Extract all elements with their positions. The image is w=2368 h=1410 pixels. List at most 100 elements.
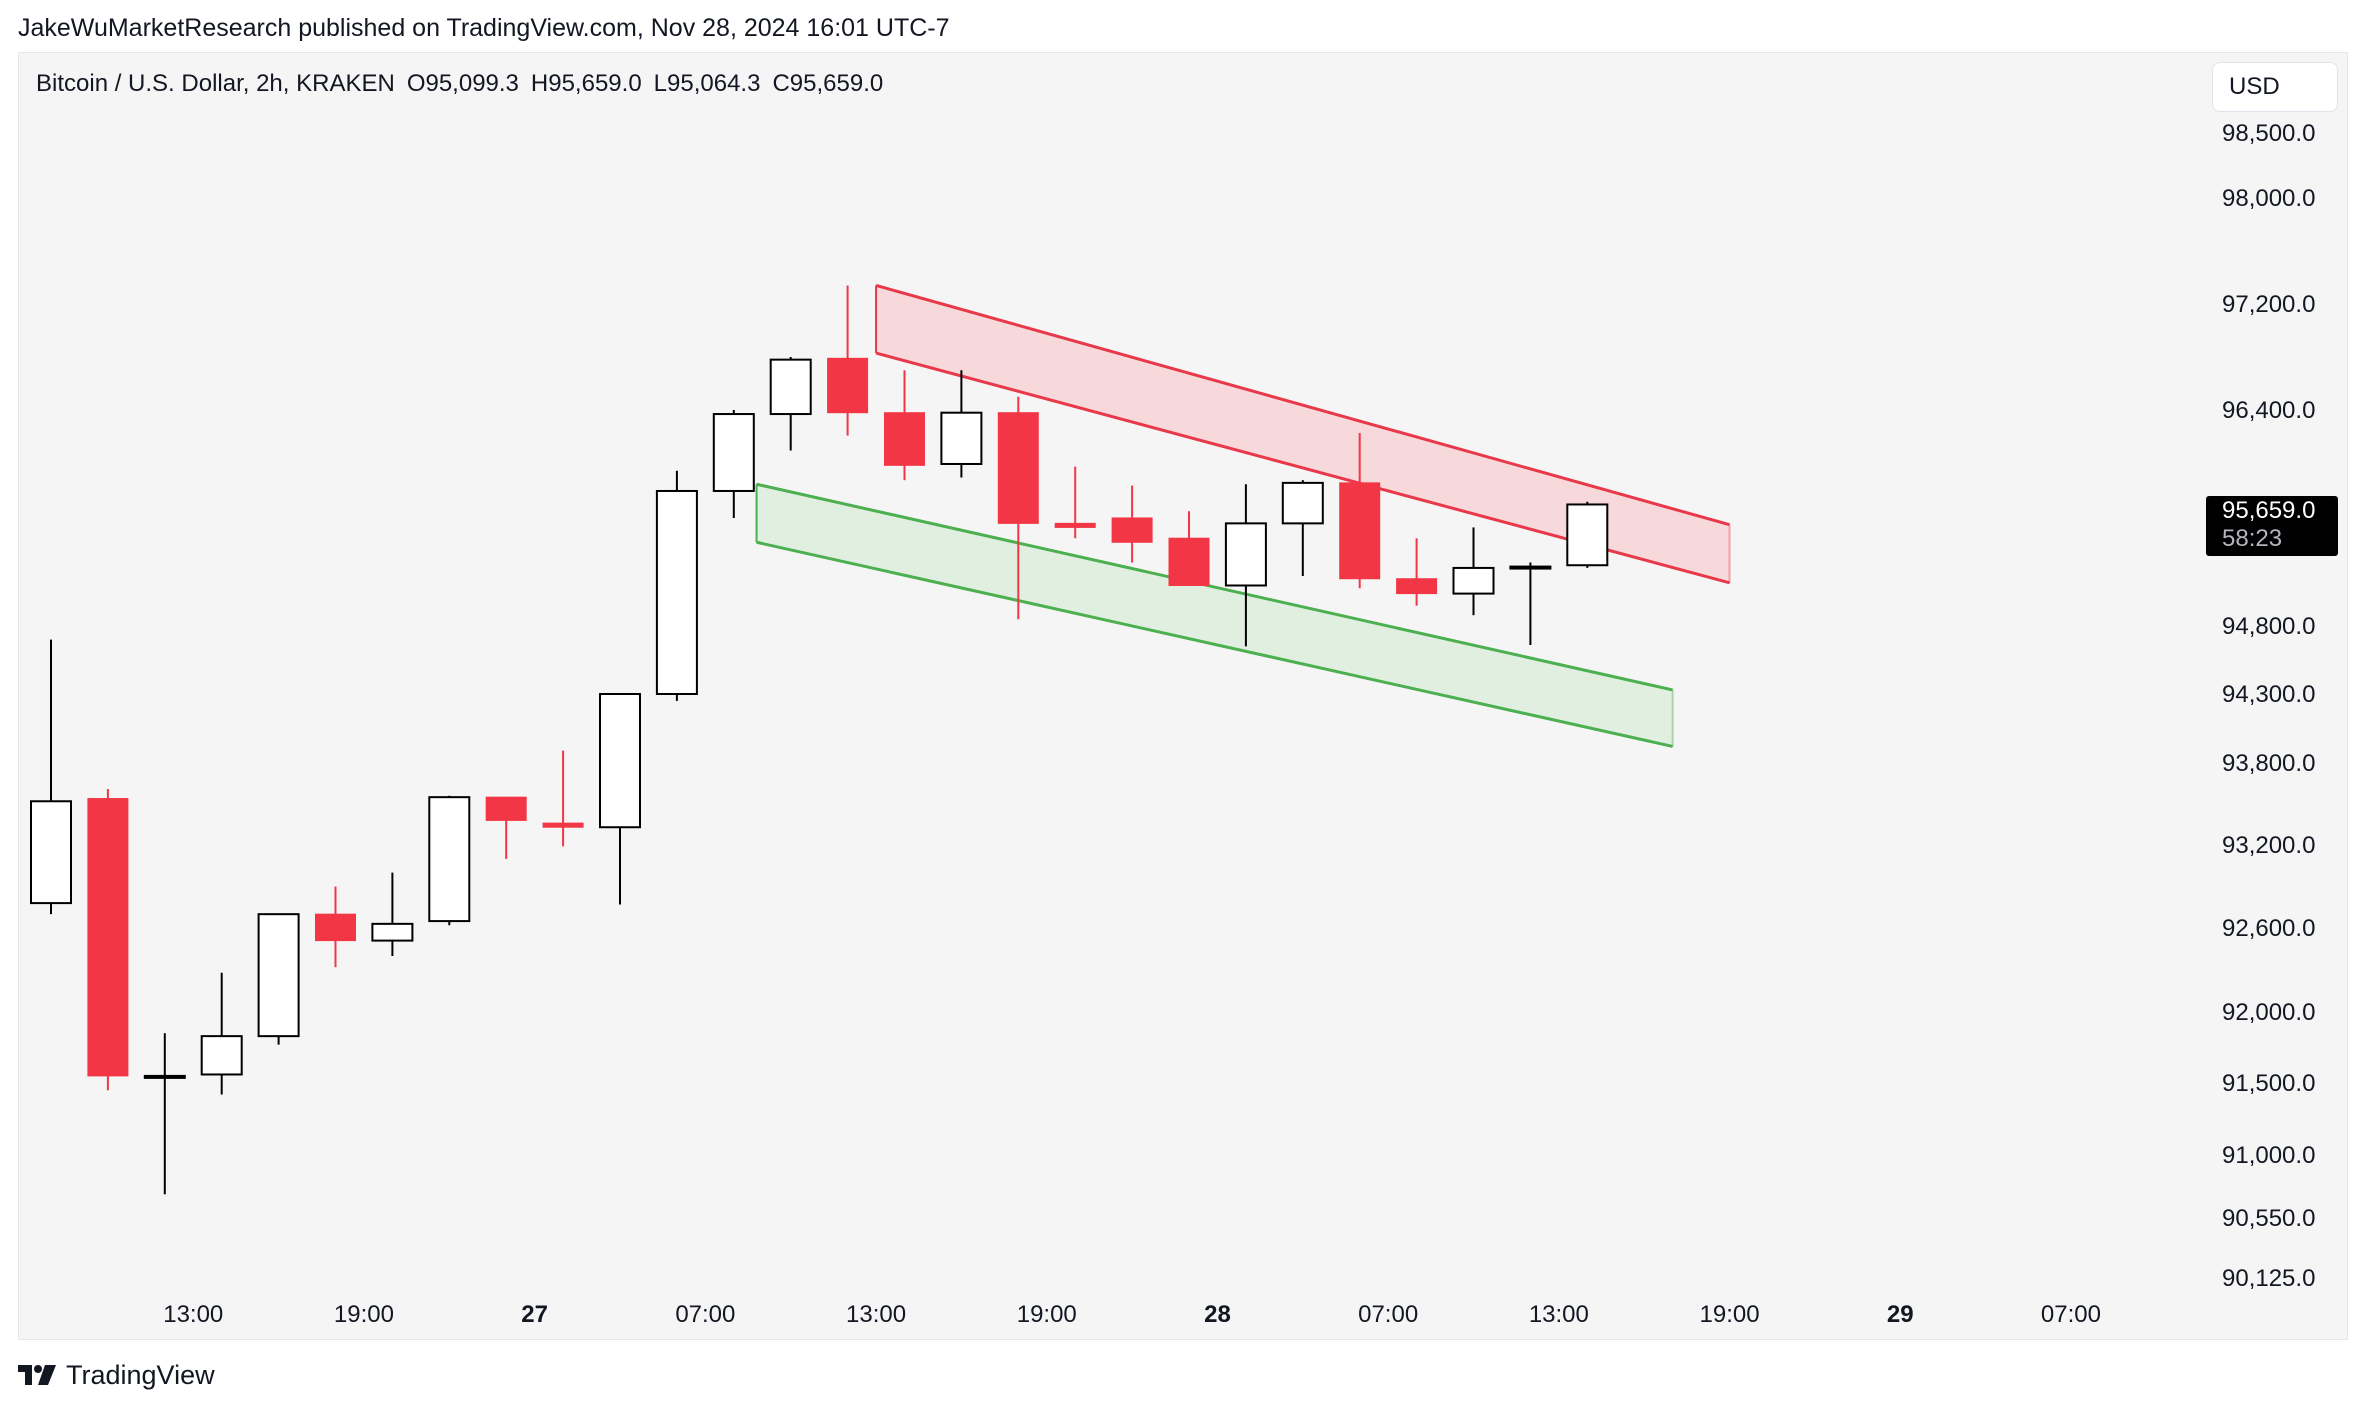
- time-tick-label: 13:00: [163, 1301, 223, 1328]
- tradingview-brand-text: TradingView: [66, 1359, 215, 1390]
- candle-9: [542, 750, 584, 847]
- candle-23: [1339, 432, 1381, 589]
- time-tick-label: 29: [1887, 1301, 1914, 1328]
- candle-body: [428, 796, 471, 923]
- price-tick-label: 94,300.0: [2222, 681, 2315, 708]
- candle-19: [1111, 485, 1153, 563]
- candle-1: [87, 788, 129, 1091]
- candle-5: [315, 886, 356, 968]
- candle-20: [1168, 511, 1210, 586]
- candle-24: [1396, 538, 1438, 606]
- candle-22: [1281, 480, 1324, 577]
- candle-11: [655, 470, 698, 701]
- price-tick-label: 93,200.0: [2222, 832, 2315, 859]
- candle-body: [1396, 578, 1438, 595]
- high-value: H95,659.0: [530, 70, 642, 97]
- time-tick-label: 27: [521, 1301, 548, 1328]
- price-tick-label: 90,125.0: [2222, 1265, 2315, 1292]
- candle-body: [712, 413, 755, 492]
- symbol-legend: Bitcoin / U.S. Dollar, 2h, KRAKEN O95,09…: [36, 70, 895, 98]
- footer-branding[interactable]: TradingView: [18, 1358, 215, 1392]
- time-tick-label: 19:00: [1700, 1301, 1760, 1328]
- candle-8: [485, 796, 527, 859]
- candle-7: [428, 795, 471, 926]
- candle-body: [940, 411, 983, 465]
- red-channel-upper-line: [875, 284, 1730, 527]
- candle-3: [200, 972, 243, 1095]
- price-tick-label: 90,550.0: [2222, 1205, 2315, 1232]
- candle-body: [655, 489, 698, 695]
- candle-body: [769, 358, 812, 416]
- price-tick-label: 97,200.0: [2222, 291, 2315, 318]
- price-tick-label: 91,500.0: [2222, 1070, 2315, 1097]
- candle-body: [1339, 482, 1381, 580]
- tradingview-logo-icon: [18, 1365, 56, 1385]
- candle-0: [30, 639, 72, 915]
- green-channel-upper-line: [756, 482, 1673, 692]
- time-tick-label: 13: [2228, 1301, 2255, 1328]
- time-tick-label: 07:00: [675, 1301, 735, 1328]
- bar-countdown: 58:23: [2222, 525, 2282, 552]
- candle-12: [712, 410, 755, 518]
- time-tick-label: 07:00: [1358, 1301, 1418, 1328]
- time-tick-label: 07:00: [2041, 1301, 2101, 1328]
- candle-body: [87, 798, 129, 1077]
- candle-body: [143, 1074, 186, 1079]
- price-tick-label: 92,000.0: [2222, 999, 2315, 1026]
- time-tick-group: 13:00 19:00 27 07:00 13:00 19:00 28 07:00 13:00 1…: [163, 1301, 2255, 1328]
- candle-body: [485, 796, 527, 821]
- candle-body: [1054, 522, 1096, 528]
- chart-pane[interactable]: [18, 52, 2348, 1340]
- time-tick-label: 28: [1204, 1301, 1231, 1328]
- price-tick-label: 98,500.0: [2222, 120, 2315, 147]
- candle-6: [371, 872, 414, 956]
- last-price-value: 95,659.0: [2222, 497, 2315, 524]
- candle-16: [940, 370, 983, 478]
- candle-body: [1168, 537, 1210, 586]
- candle-body: [257, 913, 300, 1038]
- price-tick-label: 96,400.0: [2222, 397, 2315, 424]
- last-price-label: 95,659.058:23: [2206, 496, 2338, 556]
- candle-21: [1224, 484, 1267, 647]
- price-tick-label: 93,800.0: [2222, 750, 2315, 777]
- candle-2: [143, 1033, 186, 1195]
- last-price-tag-bg: [2206, 496, 2338, 556]
- candle-body: [1281, 481, 1324, 525]
- close-value: C95,659.0: [772, 70, 884, 97]
- candle-13: [769, 357, 812, 451]
- candle-4: [257, 913, 300, 1045]
- candles-layer: [30, 285, 1609, 1195]
- channels-layer: [755, 284, 1731, 748]
- candle-body: [1452, 566, 1495, 595]
- symbol-name[interactable]: Bitcoin / U.S. Dollar, 2h, KRAKEN: [36, 70, 395, 97]
- candle-body: [1224, 522, 1267, 587]
- price-tick-label: 94,800.0: [2222, 613, 2315, 640]
- candle-27: [1566, 501, 1609, 568]
- currency-button[interactable]: USD: [2212, 62, 2338, 112]
- green-channel-lower-line: [756, 540, 1673, 748]
- candle-body: [315, 913, 356, 942]
- low-value: L95,064.3: [653, 70, 761, 97]
- candle-body: [542, 822, 584, 828]
- open-value: O95,099.3: [406, 70, 519, 97]
- price-tick-label: 91,000.0: [2222, 1142, 2315, 1169]
- published-info: JakeWuMarketResearch published on Tradin…: [18, 14, 950, 42]
- price-axis: 98,500.0 98,000.0 97,200.0 96,400.0 94,800.0…: [2222, 120, 2315, 1292]
- candle-14: [827, 285, 869, 436]
- candle-body: [1111, 517, 1153, 543]
- candle-26: [1509, 562, 1552, 646]
- candle-body: [200, 1035, 243, 1076]
- candle-body: [1566, 503, 1609, 567]
- time-tick-label: 19:00: [334, 1301, 394, 1328]
- candle-10: [599, 693, 641, 905]
- candle-body: [884, 412, 925, 466]
- candle-17: [997, 396, 1039, 620]
- price-tick-label: 98,000.0: [2222, 185, 2315, 212]
- candle-25: [1452, 527, 1495, 616]
- candle-18: [1054, 466, 1096, 539]
- candle-body: [1509, 565, 1552, 570]
- candle-body: [371, 922, 414, 942]
- candle-body: [997, 412, 1039, 524]
